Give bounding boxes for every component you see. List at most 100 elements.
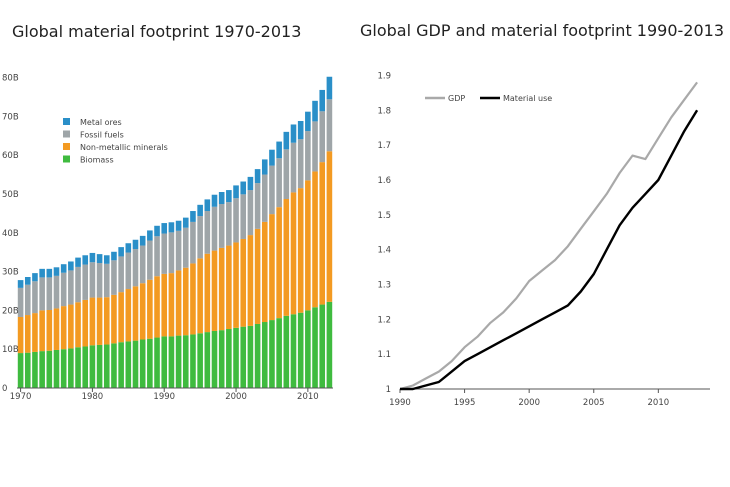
bar-fossil-fuels-1986 bbox=[132, 249, 139, 287]
legend-swatch-metal-ores bbox=[63, 118, 70, 125]
bar-biomass-1983 bbox=[111, 343, 117, 388]
bar-metal-ores-1971 bbox=[24, 277, 31, 285]
bar-biomass-1998 bbox=[218, 330, 225, 388]
bar-biomass-1976 bbox=[60, 349, 67, 388]
bar-biomass-2012 bbox=[319, 304, 326, 388]
bar-non-metallic-minerals-1973 bbox=[39, 310, 45, 352]
bar-fossil-fuels-1983 bbox=[111, 260, 117, 295]
bar-biomass-1981 bbox=[96, 344, 103, 388]
bar-biomass-2011 bbox=[312, 307, 318, 388]
bar-fossil-fuels-2011 bbox=[312, 121, 318, 172]
left-x-tick-label: 1990 bbox=[153, 392, 175, 402]
bar-biomass-1996 bbox=[204, 332, 211, 388]
bar-metal-ores-1979 bbox=[82, 255, 89, 265]
bar-biomass-2003 bbox=[254, 323, 261, 388]
legend-swatch-fossil-fuels bbox=[63, 130, 70, 138]
bar-fossil-fuels-1979 bbox=[82, 264, 89, 300]
bar-non-metallic-minerals-1981 bbox=[96, 297, 103, 345]
bar-fossil-fuels-1997 bbox=[211, 206, 218, 251]
left-y-tick-label: 40B bbox=[2, 229, 19, 239]
bar-biomass-2001 bbox=[240, 326, 247, 388]
bar-non-metallic-minerals-1997 bbox=[211, 250, 218, 331]
bar-metal-ores-1994 bbox=[190, 211, 196, 222]
bar-non-metallic-minerals-1999 bbox=[226, 245, 232, 330]
bar-biomass-1974 bbox=[46, 350, 53, 388]
bar-biomass-1990 bbox=[161, 336, 168, 388]
stacked-bars bbox=[17, 76, 333, 388]
bar-non-metallic-minerals-2007 bbox=[283, 199, 290, 316]
left-legend: Metal ores Fossil fuels Non-metallic miner… bbox=[63, 118, 168, 165]
bar-biomass-1972 bbox=[32, 351, 38, 388]
left-y-tick-label: 30B bbox=[2, 268, 19, 278]
bar-fossil-fuels-1972 bbox=[32, 281, 38, 314]
bar-metal-ores-2008 bbox=[290, 124, 297, 143]
left-x-tick-label: 1980 bbox=[82, 392, 104, 402]
bar-fossil-fuels-1989 bbox=[154, 236, 160, 277]
bar-non-metallic-minerals-1984 bbox=[118, 292, 124, 343]
bar-fossil-fuels-1971 bbox=[24, 284, 31, 316]
bar-biomass-2008 bbox=[290, 314, 297, 388]
bar-biomass-1991 bbox=[168, 336, 175, 388]
bar-biomass-2004 bbox=[261, 322, 268, 388]
bar-biomass-1982 bbox=[103, 344, 110, 388]
bar-non-metallic-minerals-2003 bbox=[254, 228, 261, 324]
bar-biomass-2010 bbox=[305, 310, 311, 388]
bar-biomass-2013 bbox=[326, 301, 333, 388]
bar-fossil-fuels-1999 bbox=[226, 202, 232, 246]
left-y-tick-label: 80B bbox=[2, 74, 19, 84]
bar-fossil-fuels-1974 bbox=[46, 277, 53, 310]
bar-metal-ores-1970 bbox=[17, 280, 24, 288]
bar-fossil-fuels-1991 bbox=[168, 232, 175, 274]
left-y-tick-label: 50B bbox=[2, 190, 19, 200]
bar-metal-ores-1978 bbox=[75, 257, 81, 267]
bar-fossil-fuels-2004 bbox=[261, 174, 268, 222]
bar-metal-ores-1972 bbox=[32, 273, 38, 282]
bar-metal-ores-1985 bbox=[125, 243, 132, 253]
left-axes: 0 10B 20B 30B 40B 50B 60B 70B 80B 1970 1980 1990 200… bbox=[2, 74, 333, 402]
bar-biomass-1988 bbox=[147, 338, 153, 388]
bar-fossil-fuels-2009 bbox=[297, 139, 304, 189]
bar-fossil-fuels-1998 bbox=[218, 204, 225, 248]
bar-biomass-1970 bbox=[17, 353, 24, 388]
bar-non-metallic-minerals-1978 bbox=[75, 302, 81, 348]
bar-biomass-1987 bbox=[139, 339, 146, 388]
bar-non-metallic-minerals-1985 bbox=[125, 289, 132, 342]
bar-non-metallic-minerals-1982 bbox=[103, 297, 110, 345]
bar-non-metallic-minerals-1977 bbox=[68, 304, 74, 349]
legend-label-metal-ores: Metal ores bbox=[80, 118, 122, 127]
bar-metal-ores-1980 bbox=[89, 252, 96, 263]
bar-fossil-fuels-1990 bbox=[161, 233, 168, 274]
left-chart-title: Global material footprint 1970-2013 bbox=[12, 22, 302, 41]
left-y-tick-label: 10B bbox=[2, 345, 19, 355]
left-y-tick-label: 0 bbox=[2, 384, 7, 394]
bar-non-metallic-minerals-2010 bbox=[305, 180, 311, 311]
bar-non-metallic-minerals-1976 bbox=[60, 306, 67, 350]
bar-metal-ores-2000 bbox=[233, 185, 239, 199]
bar-metal-ores-1973 bbox=[39, 268, 45, 278]
bar-non-metallic-minerals-1975 bbox=[53, 308, 60, 350]
bar-metal-ores-1974 bbox=[46, 268, 53, 278]
bar-biomass-1979 bbox=[82, 346, 89, 388]
bar-metal-ores-2004 bbox=[261, 159, 268, 175]
bar-non-metallic-minerals-1994 bbox=[190, 263, 196, 335]
bar-metal-ores-1975 bbox=[53, 267, 60, 276]
bar-biomass-1986 bbox=[132, 340, 139, 388]
bar-biomass-1993 bbox=[182, 335, 189, 388]
bar-fossil-fuels-2010 bbox=[305, 131, 311, 181]
bar-fossil-fuels-1981 bbox=[96, 263, 103, 298]
bar-non-metallic-minerals-2005 bbox=[269, 214, 275, 321]
bar-fossil-fuels-1987 bbox=[139, 245, 146, 284]
bar-fossil-fuels-2001 bbox=[240, 194, 247, 239]
legend-label-fossil-fuels: Fossil fuels bbox=[80, 131, 124, 140]
bar-non-metallic-minerals-1983 bbox=[111, 294, 117, 344]
bar-biomass-2007 bbox=[283, 315, 290, 388]
bar-metal-ores-2003 bbox=[254, 169, 261, 184]
bar-biomass-1975 bbox=[53, 349, 60, 388]
left-y-tick-label: 20B bbox=[2, 306, 19, 316]
bar-biomass-1973 bbox=[39, 351, 45, 388]
bar-non-metallic-minerals-2009 bbox=[297, 188, 304, 313]
bar-non-metallic-minerals-1987 bbox=[139, 283, 146, 340]
bar-non-metallic-minerals-1970 bbox=[17, 316, 24, 354]
left-y-tick-label: 70B bbox=[2, 112, 19, 122]
